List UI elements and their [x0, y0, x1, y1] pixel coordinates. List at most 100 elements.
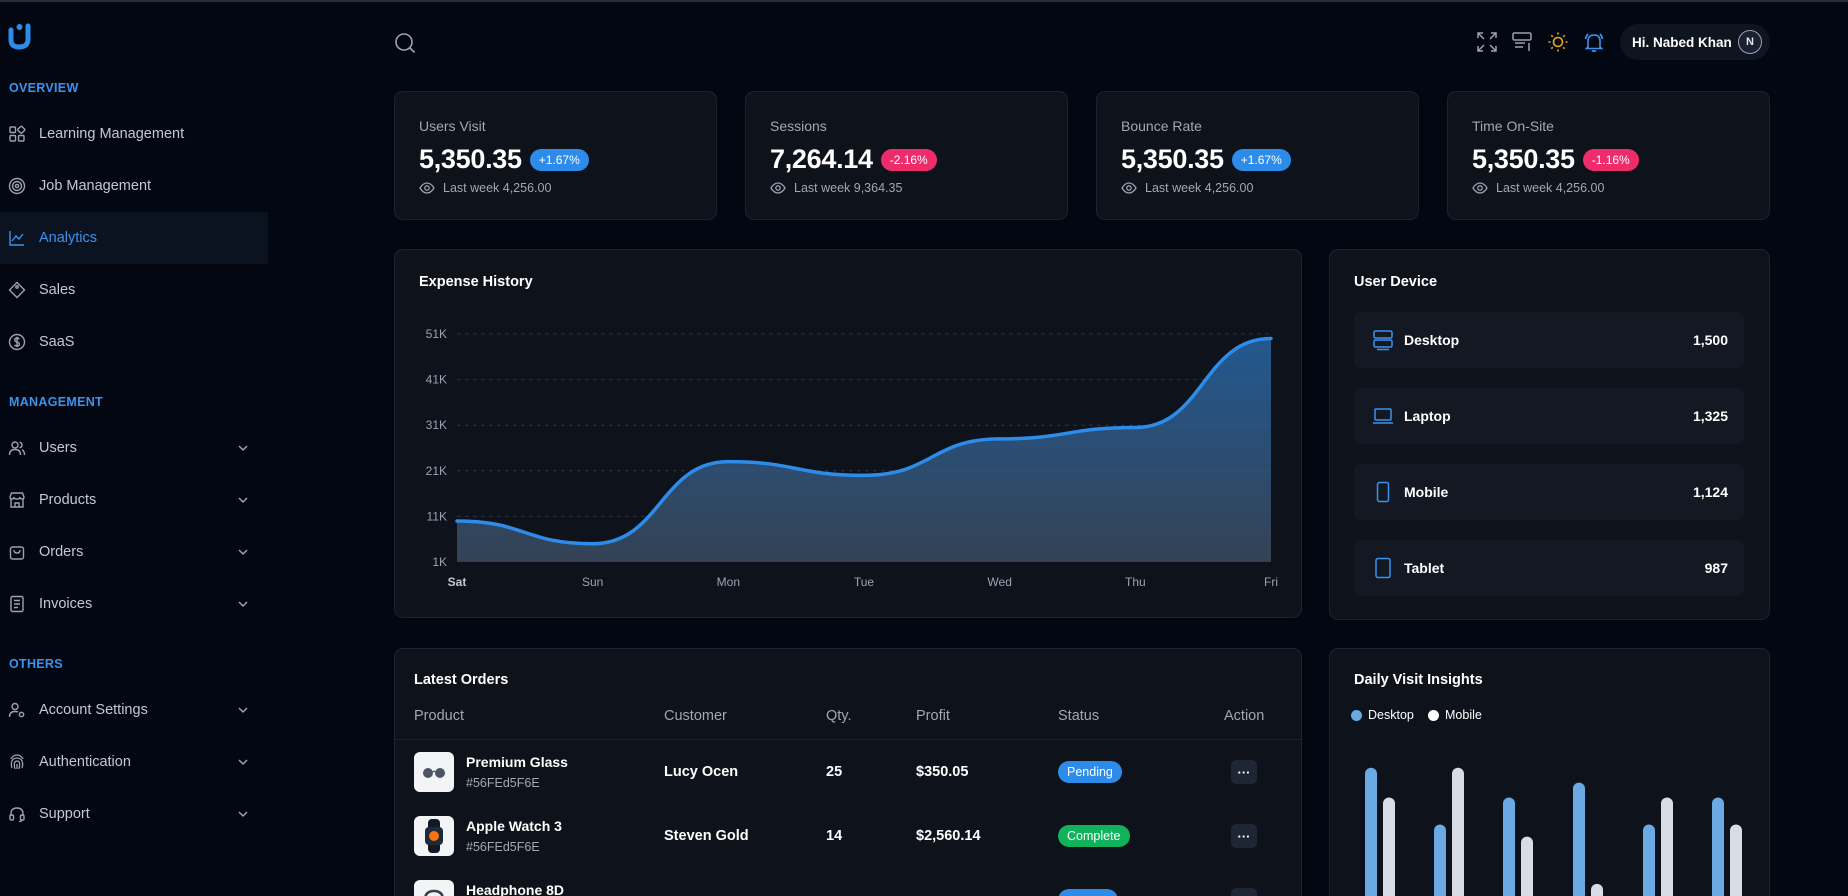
stat-card-sessions: Sessions 7,264.14 -2.16% Last week 9,364… — [745, 91, 1068, 220]
stat-card-bounce-rate: Bounce Rate 5,350.35 +1.67% Last week 4,… — [1096, 91, 1419, 220]
window-top-border — [0, 0, 1848, 2]
chevron-down-icon[interactable] — [236, 493, 250, 507]
stat-change-badge: +1.67% — [529, 148, 589, 171]
y-tick-label: 31K — [426, 418, 447, 432]
mobile-icon — [1376, 481, 1390, 503]
device-count: 1,500 — [1692, 332, 1728, 348]
sidebar-item-analytics[interactable]: Analytics — [0, 212, 268, 264]
product-sku: #56FEd5F6E — [466, 776, 540, 790]
column-header-profit[interactable]: Profit — [916, 708, 950, 724]
column-header-product[interactable]: Product — [414, 708, 464, 724]
sidebar-item-sales[interactable]: Sales — [0, 264, 268, 316]
x-tick-label: Wed — [987, 575, 1011, 589]
order-qty: 14 — [826, 828, 843, 844]
stat-change-badge: -2.16% — [880, 148, 937, 171]
sidebar-item-label: Learning Management — [39, 126, 185, 142]
product-name[interactable]: Apple Watch 3 — [466, 818, 562, 834]
chevron-down-icon[interactable] — [236, 597, 250, 611]
product-thumbnail — [414, 816, 454, 856]
status-badge: Complete — [1058, 825, 1130, 847]
product-name[interactable]: Headphone 8D — [466, 882, 565, 896]
x-tick-label: Thu — [1125, 575, 1146, 589]
bar-desktop — [1712, 797, 1724, 896]
chart-icon — [8, 229, 26, 247]
sidebar-item-users[interactable]: Users — [0, 422, 268, 474]
stat-title: Bounce Rate — [1121, 118, 1202, 134]
order-profit: $350.05 — [916, 764, 969, 780]
y-tick-label: 21K — [426, 464, 447, 478]
avatar[interactable]: N — [1738, 30, 1762, 54]
sidebar-item-account-settings[interactable]: Account Settings — [0, 684, 268, 736]
order-profit: $2,560.14 — [916, 828, 981, 844]
device-name: Desktop — [1404, 332, 1460, 348]
row-actions-button[interactable]: ··· — [1231, 760, 1257, 784]
row-actions-button[interactable]: ··· — [1231, 824, 1257, 848]
stat-subtext: Last week 9,364.35 — [794, 181, 903, 195]
sun-icon[interactable] — [1547, 31, 1569, 53]
x-tick-label: Fri — [1264, 575, 1278, 589]
stat-value: 5,350.35 — [1121, 144, 1224, 174]
column-header-qty[interactable]: Qty. — [826, 708, 852, 724]
chevron-down-icon[interactable] — [236, 545, 250, 559]
bar-mobile — [1452, 767, 1464, 896]
sidebar-item-invoices[interactable]: Invoices — [0, 578, 268, 630]
fullscreen-icon[interactable] — [1476, 31, 1498, 53]
stat-card-users-visit: Users Visit 5,350.35 +1.67% Last week 4,… — [394, 91, 717, 220]
bell-icon[interactable] — [1583, 31, 1605, 53]
card-title: Latest Orders — [414, 672, 509, 688]
product-name[interactable]: Premium Glass — [466, 754, 568, 770]
data-point — [1269, 337, 1273, 341]
bar-desktop — [1503, 797, 1515, 896]
sidebar-item-saas[interactable]: SaaS — [0, 316, 268, 368]
sidebar-item-learning-management[interactable]: Learning Management — [0, 108, 268, 160]
bar-desktop — [1365, 767, 1377, 896]
x-tick-label: Tue — [854, 575, 875, 589]
chevron-down-icon[interactable] — [236, 703, 250, 717]
search-icon[interactable] — [394, 32, 416, 54]
bar-mobile — [1730, 824, 1742, 896]
legend-mobile[interactable]: Mobile — [1428, 708, 1482, 722]
section-title-overview: OVERVIEW — [9, 81, 79, 95]
device-count: 1,325 — [1692, 408, 1728, 424]
eye-icon — [1472, 182, 1488, 194]
eye-icon — [1121, 182, 1137, 194]
stat-value: 5,350.35 — [419, 144, 522, 174]
sidebar-item-label: Invoices — [39, 596, 93, 612]
column-header-status[interactable]: Status — [1058, 708, 1100, 724]
product-thumbnail — [414, 880, 454, 896]
layout-icon[interactable] — [1511, 31, 1533, 53]
y-tick-label: 11K — [427, 509, 447, 523]
store-icon — [8, 491, 26, 509]
sidebar-item-authentication[interactable]: Authentication — [0, 736, 268, 788]
chevron-down-icon[interactable] — [236, 755, 250, 769]
device-row-tablet: Tablet 987 — [1354, 540, 1744, 596]
sidebar-item-label: SaaS — [39, 334, 75, 350]
desktop-icon — [1373, 330, 1393, 351]
user-settings-icon — [8, 701, 26, 719]
status-badge: Pending — [1058, 761, 1122, 783]
user-greeting: Hi. Nabed Khan — [1632, 34, 1732, 50]
card-title: User Device — [1354, 274, 1438, 290]
sidebar-item-orders[interactable]: Orders — [0, 526, 268, 578]
chevron-down-icon[interactable] — [236, 441, 250, 455]
column-header-customer[interactable]: Customer — [664, 708, 727, 724]
sidebar-item-products[interactable]: Products — [0, 474, 268, 526]
device-row-mobile: Mobile 1,124 — [1354, 464, 1744, 520]
sidebar-item-job-management[interactable]: Job Management — [0, 160, 268, 212]
target-icon — [8, 177, 26, 195]
device-row-desktop: Desktop 1,500 — [1354, 312, 1744, 368]
stat-title: Time On-Site — [1472, 118, 1554, 134]
stat-title: Sessions — [770, 118, 827, 134]
user-menu[interactable]: Hi. Nabed Khan N — [1620, 24, 1770, 60]
sidebar-item-support[interactable]: Support — [0, 788, 268, 840]
chevron-down-icon[interactable] — [236, 807, 250, 821]
row-actions-button[interactable]: ··· — [1231, 888, 1257, 896]
data-point — [998, 437, 1002, 441]
section-title-management: MANAGEMENT — [9, 395, 103, 409]
brand-logo[interactable] — [8, 22, 32, 50]
legend-dot — [1351, 709, 1362, 721]
x-tick-label: Mon — [717, 575, 740, 589]
latest-orders-card — [394, 648, 1302, 896]
legend-desktop[interactable]: Desktop — [1351, 708, 1414, 722]
device-name: Tablet — [1404, 560, 1445, 576]
